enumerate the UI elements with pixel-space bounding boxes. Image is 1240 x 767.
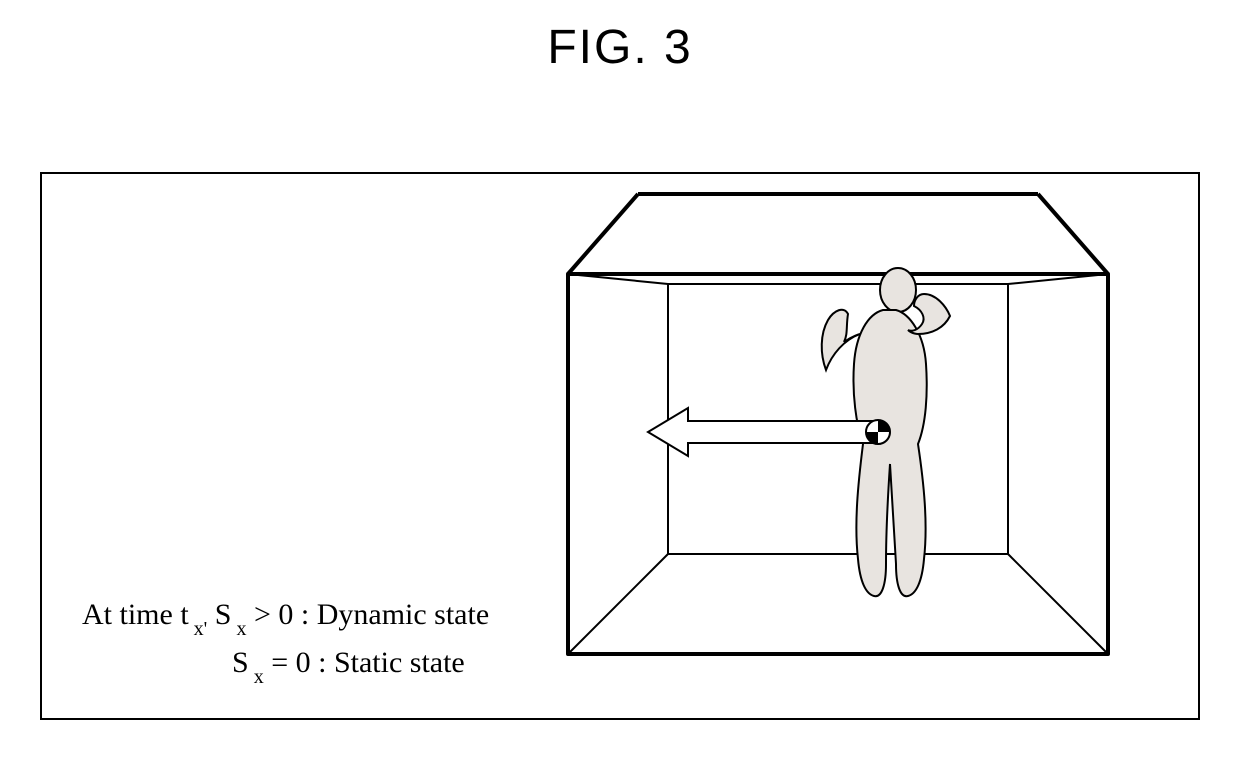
center-of-mass-marker (866, 420, 890, 444)
caption-line-static: S x = 0 : Static state (82, 640, 489, 688)
state-caption: At time t x' S x > 0 : Dynamic state S x… (82, 592, 489, 688)
caption-line-dynamic: At time t x' S x > 0 : Dynamic state (82, 592, 489, 640)
motion-arrow (648, 408, 878, 456)
figure-title: FIG. 3 (547, 20, 692, 75)
room-diagram (548, 184, 1128, 664)
diagram-frame: At time t x' S x > 0 : Dynamic state S x… (40, 172, 1200, 720)
